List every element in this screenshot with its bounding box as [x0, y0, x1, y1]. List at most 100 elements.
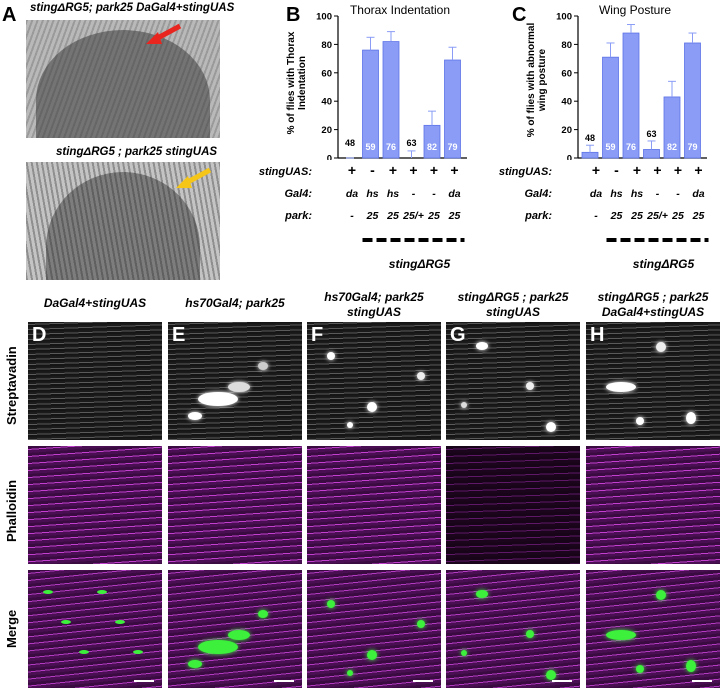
thorax-ytick-label-80: 80	[321, 40, 332, 51]
thorax-ytick-label-100: 100	[316, 12, 332, 23]
wing-ytick-label-20: 20	[561, 125, 572, 136]
streptavidin-spot	[476, 342, 488, 350]
streptavidin-spot	[606, 382, 636, 392]
streptavidin-spot	[417, 372, 425, 380]
chart-thorax-indentation: 0 20 40 60 80 100 48 59 76 63 82 79	[316, 12, 467, 160]
wing-ytick-label-100: 100	[556, 12, 572, 23]
streptavidin-spot	[228, 382, 250, 392]
thorax-table-cell-2-0: -	[350, 210, 354, 222]
micrograph-row-label-phalloidin: Phalloidin	[4, 479, 19, 542]
thorax-table-cell-1-2: hs	[387, 188, 399, 200]
micrograph-merge-h	[586, 570, 720, 688]
streptavidin-spot	[656, 342, 666, 352]
micrograph-letter-g: G	[450, 324, 466, 346]
ylabel-wing: % of flies with abnormal wing posture	[526, 12, 548, 148]
micrograph-letter-d: D	[32, 324, 47, 346]
thorax-table-bracket-label: stingΔRG5	[389, 257, 451, 271]
micrograph-strep-h: H	[586, 322, 720, 440]
micrograph-caption-e: hs70Gal4; park25	[158, 296, 312, 311]
thorax-table-cell-0-5: +	[450, 162, 458, 178]
micrograph-row-label-streptavadin: Streptavadin	[4, 346, 19, 426]
merge-spot	[228, 630, 250, 640]
ylabel-thorax: % of flies with Thorax Indentation	[286, 18, 308, 148]
caption-line-1: DaGal4+stingUAS	[43, 296, 147, 310]
wing-table-cell-1-1: hs	[610, 188, 622, 200]
micrograph-phal-e	[168, 446, 302, 564]
micrograph-merge-d	[28, 570, 162, 688]
wing-n-label-3: 76	[626, 142, 636, 152]
thorax-table-cell-2-5: 25	[448, 210, 461, 222]
thorax-table-cell-0-4: +	[430, 162, 438, 178]
merge-spot	[526, 630, 534, 638]
micrograph-caption-f: hs70Gal4; park25 stingUAS	[297, 290, 451, 320]
micrograph-merge-f	[307, 570, 441, 688]
caption-line-1: stingΔRG5 ; park25	[457, 290, 569, 304]
wing-n-label-6: 79	[687, 142, 697, 152]
streptavidin-spot	[198, 392, 238, 406]
merge-spot	[61, 620, 71, 624]
streptavidin-spot	[686, 412, 696, 424]
caption-line-2: stingUAS	[486, 305, 540, 319]
thorax-table-cell-0-2: +	[389, 162, 397, 178]
wing-table-cell-0-2: +	[633, 162, 641, 178]
micrograph-merge-g	[446, 570, 580, 688]
micrograph-phal-h	[586, 446, 720, 564]
wing-table-cell-0-0: +	[592, 162, 600, 178]
genotype-table-wing: stingUAS:Gal4:park:+ - + + + +da hs hs - - da- 25 25…	[499, 162, 709, 271]
merge-spot	[417, 620, 425, 628]
streptavidin-spot	[258, 362, 268, 370]
micrograph-caption-g: stingΔRG5 ; park25 stingUAS	[436, 290, 590, 320]
micrograph-letter-h: H	[590, 324, 605, 346]
wing-table-cell-1-2: hs	[631, 188, 643, 200]
thorax-ytick-label-60: 60	[321, 68, 332, 79]
merge-spot	[258, 610, 268, 618]
panel-letter-c: C	[512, 4, 527, 26]
thorax-bar-3	[382, 41, 400, 159]
wing-table-row-label-2: park:	[524, 210, 552, 222]
wing-table-cell-2-0: -	[594, 210, 598, 222]
micrograph-strep-e: E	[168, 322, 302, 440]
chart-title-thorax: Thorax Indentation	[349, 3, 451, 17]
wing-table-cell-0-1: -	[614, 162, 619, 178]
micrograph-letter-f: F	[311, 324, 324, 346]
wing-bar-1	[581, 151, 599, 159]
wing-ytick-label-80: 80	[561, 40, 572, 51]
streptavidin-spot	[636, 417, 644, 425]
wing-table-row-label-0: stingUAS:	[499, 166, 553, 178]
thorax-table-cell-0-3: +	[409, 162, 417, 178]
thorax-table-cell-2-3: 25/+	[402, 210, 424, 222]
wing-table-cell-2-5: 25	[692, 210, 705, 222]
photo-thorax-top	[26, 20, 220, 138]
micrograph-phal-g	[446, 446, 580, 564]
scale-bar	[134, 680, 154, 682]
scale-bar	[552, 680, 572, 682]
micrograph-caption-d: DaGal4+stingUAS	[18, 296, 172, 311]
micrograph-phal-d	[28, 446, 162, 564]
micrograph-strep-g: G	[446, 322, 580, 440]
merge-spot	[656, 590, 666, 600]
caption-line-2: DaGal4+stingUAS	[601, 305, 705, 319]
wing-table-cell-2-2: 25	[630, 210, 643, 222]
red-arrow-icon	[146, 23, 182, 44]
wing-n-label-1: 48	[585, 133, 595, 143]
micrograph-letter-e: E	[172, 324, 186, 346]
merge-spot	[546, 670, 556, 680]
merge-spot	[347, 670, 353, 676]
panel-letter-b: B	[286, 4, 301, 26]
micrograph-row-label-merge: Merge	[4, 609, 19, 648]
merge-spot	[636, 665, 644, 673]
wing-n-label-5: 82	[667, 142, 677, 152]
wing-table-cell-0-3: +	[653, 162, 661, 178]
panel-a-top-caption: stingΔRG5; park25 DaGal4+stingUAS	[30, 2, 235, 14]
thorax-n-label-5: 82	[427, 142, 437, 152]
thorax-table-cell-1-3: -	[412, 188, 416, 200]
micrograph-strep-f: F	[307, 322, 441, 440]
genotype-table-thorax: stingUAS:Gal4:park:+ - + + + +da hs hs - - da- 25 25…	[259, 162, 465, 271]
thorax-table-row-label-2: park:	[284, 210, 312, 222]
wing-table-cell-1-0: da	[590, 188, 602, 200]
merge-spot	[606, 630, 636, 640]
streptavidin-spot	[367, 402, 377, 412]
chart-wing-posture: 0 20 40 60 80 100 48 59 76 63 82 79	[556, 12, 707, 160]
wing-bar-6	[684, 42, 701, 159]
merge-spot	[686, 660, 696, 672]
